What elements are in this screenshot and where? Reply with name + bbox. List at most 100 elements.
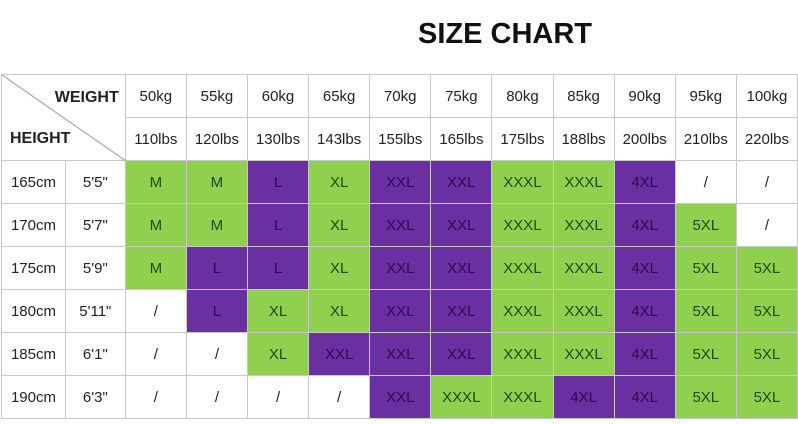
size-cell: XXL xyxy=(369,375,432,419)
table-row: 190cm 6'3" / / / / XXL XXXL XXXL 4XL 4XL 5XL 5XL xyxy=(1,375,798,419)
size-cell: / xyxy=(246,375,310,419)
size-cell: XXL xyxy=(308,332,371,376)
size-cell: XXXL xyxy=(491,375,554,419)
weight-label: WEIGHT xyxy=(54,89,119,106)
height-cm-cell: 185cm xyxy=(1,332,66,376)
size-cell: / xyxy=(735,203,798,247)
size-cell: XXXL xyxy=(552,332,615,376)
size-cell: XXXL xyxy=(491,203,554,247)
weight-kg-cell: 70kg xyxy=(369,74,432,118)
weight-kg-cell: 55kg xyxy=(185,74,248,118)
size-cell: XXXL xyxy=(491,246,554,290)
height-ft-cell: 6'3" xyxy=(64,375,126,419)
weight-lbs-row: 110lbs 120lbs 130lbs 143lbs 155lbs 165lbs 175l… xyxy=(2,117,798,161)
size-cell: / xyxy=(185,375,248,419)
size-cell: XL xyxy=(308,246,371,290)
weight-kg-cell: 80kg xyxy=(491,74,554,118)
corner-header-cell: WEIGHT HEIGHT xyxy=(1,74,126,161)
height-cm-cell: 180cm xyxy=(1,289,66,333)
height-ft-cell: 5'9" xyxy=(64,246,126,290)
table-row: 165cm 5'5" M M L XL XXL XXL XXXL XXXL 4XL / / xyxy=(1,160,798,204)
size-cell: / xyxy=(735,160,798,204)
weight-kg-cell: 85kg xyxy=(552,74,615,118)
size-cell: / xyxy=(185,332,248,376)
size-cell: 4XL xyxy=(613,203,676,247)
size-chart-table: WEIGHT HEIGHT 50kg 55kg 60kg 65kg 70kg 75kg 80kg… xyxy=(1,74,798,419)
size-cell: M xyxy=(185,160,248,204)
size-cell: XXL xyxy=(430,332,493,376)
size-cell: XL xyxy=(246,332,310,376)
size-cell: XXL xyxy=(430,246,493,290)
page-title: SIZE CHART xyxy=(418,18,592,50)
size-cell: XXL xyxy=(430,160,493,204)
size-cell: 5XL xyxy=(674,289,737,333)
size-cell: 5XL xyxy=(735,289,798,333)
size-cell: 5XL xyxy=(674,332,737,376)
size-cell: L xyxy=(246,160,310,204)
size-cell: XXL xyxy=(430,289,493,333)
table-row: 180cm 5'11" / L XL XL XXL XXL XXXL XXXL 4XL 5XL 5XL xyxy=(1,289,798,333)
size-cell: M xyxy=(124,160,187,204)
size-cell: XXL xyxy=(369,332,432,376)
weight-kg-cell: 75kg xyxy=(430,74,493,118)
size-cell: XXL xyxy=(369,203,432,247)
weight-kg-cell: 90kg xyxy=(613,74,676,118)
weight-kg-cell: 100kg xyxy=(735,74,798,118)
size-cell: L xyxy=(246,246,310,290)
size-cell: XXXL xyxy=(552,203,615,247)
size-cell: L xyxy=(246,203,310,247)
size-cell: XXXL xyxy=(552,160,615,204)
size-cell: XL xyxy=(308,203,371,247)
weight-kg-cell: 65kg xyxy=(308,74,371,118)
size-cell: XL xyxy=(308,289,371,333)
size-cell: 4XL xyxy=(613,375,676,419)
height-cm-cell: 175cm xyxy=(1,246,66,290)
size-cell: XL xyxy=(308,160,371,204)
weight-lbs-cell: 220lbs xyxy=(735,117,798,161)
height-ft-cell: 5'5" xyxy=(64,160,126,204)
size-cell: XXL xyxy=(369,246,432,290)
table-row: 175cm 5'9" M L L XL XXL XXL XXXL XXXL 4XL 5XL 5XL xyxy=(1,246,798,290)
size-cell: 4XL xyxy=(552,375,615,419)
size-cell: / xyxy=(124,289,187,333)
size-cell: L xyxy=(185,246,248,290)
size-cell: XXL xyxy=(369,160,432,204)
weight-lbs-cell: 155lbs xyxy=(369,117,432,161)
weight-kg-cell: 60kg xyxy=(246,74,310,118)
weight-lbs-cell: 143lbs xyxy=(308,117,371,161)
weight-kg-row: WEIGHT HEIGHT 50kg 55kg 60kg 65kg 70kg 75kg 80kg… xyxy=(1,74,798,161)
diagonal-divider xyxy=(2,75,126,161)
weight-lbs-cell: 130lbs xyxy=(246,117,310,161)
size-cell: XXXL xyxy=(430,375,493,419)
size-cell: / xyxy=(308,375,371,419)
weight-lbs-cell: 175lbs xyxy=(491,117,554,161)
size-cell: XXXL xyxy=(552,289,615,333)
table-row: 185cm 6'1" / / XL XXL XXL XXL XXXL XXXL 4XL 5XL 5XL xyxy=(1,332,798,376)
weight-lbs-cell: 188lbs xyxy=(552,117,615,161)
size-cell: L xyxy=(185,289,248,333)
size-cell: XXXL xyxy=(491,332,554,376)
size-cell: 4XL xyxy=(613,332,676,376)
size-cell: M xyxy=(185,203,248,247)
height-cm-cell: 170cm xyxy=(1,203,66,247)
height-ft-cell: 6'1" xyxy=(64,332,126,376)
size-cell: 4XL xyxy=(613,160,676,204)
size-cell: 5XL xyxy=(735,375,798,419)
height-cm-cell: 190cm xyxy=(1,375,66,419)
size-cell: XXL xyxy=(430,203,493,247)
size-cell: XXXL xyxy=(552,246,615,290)
weight-lbs-cell: 200lbs xyxy=(613,117,676,161)
size-cell: / xyxy=(674,160,737,204)
size-cell: 5XL xyxy=(674,375,737,419)
size-cell: XXL xyxy=(369,289,432,333)
size-cell: 5XL xyxy=(674,246,737,290)
weight-lbs-cell: 110lbs xyxy=(124,117,187,161)
size-cell: M xyxy=(124,203,187,247)
size-cell: 5XL xyxy=(674,203,737,247)
height-ft-cell: 5'11" xyxy=(64,289,126,333)
height-label: HEIGHT xyxy=(10,130,71,147)
weight-lbs-cell: 165lbs xyxy=(430,117,493,161)
height-ft-cell: 5'7" xyxy=(64,203,126,247)
size-cell: XXXL xyxy=(491,160,554,204)
size-cell: 4XL xyxy=(613,246,676,290)
